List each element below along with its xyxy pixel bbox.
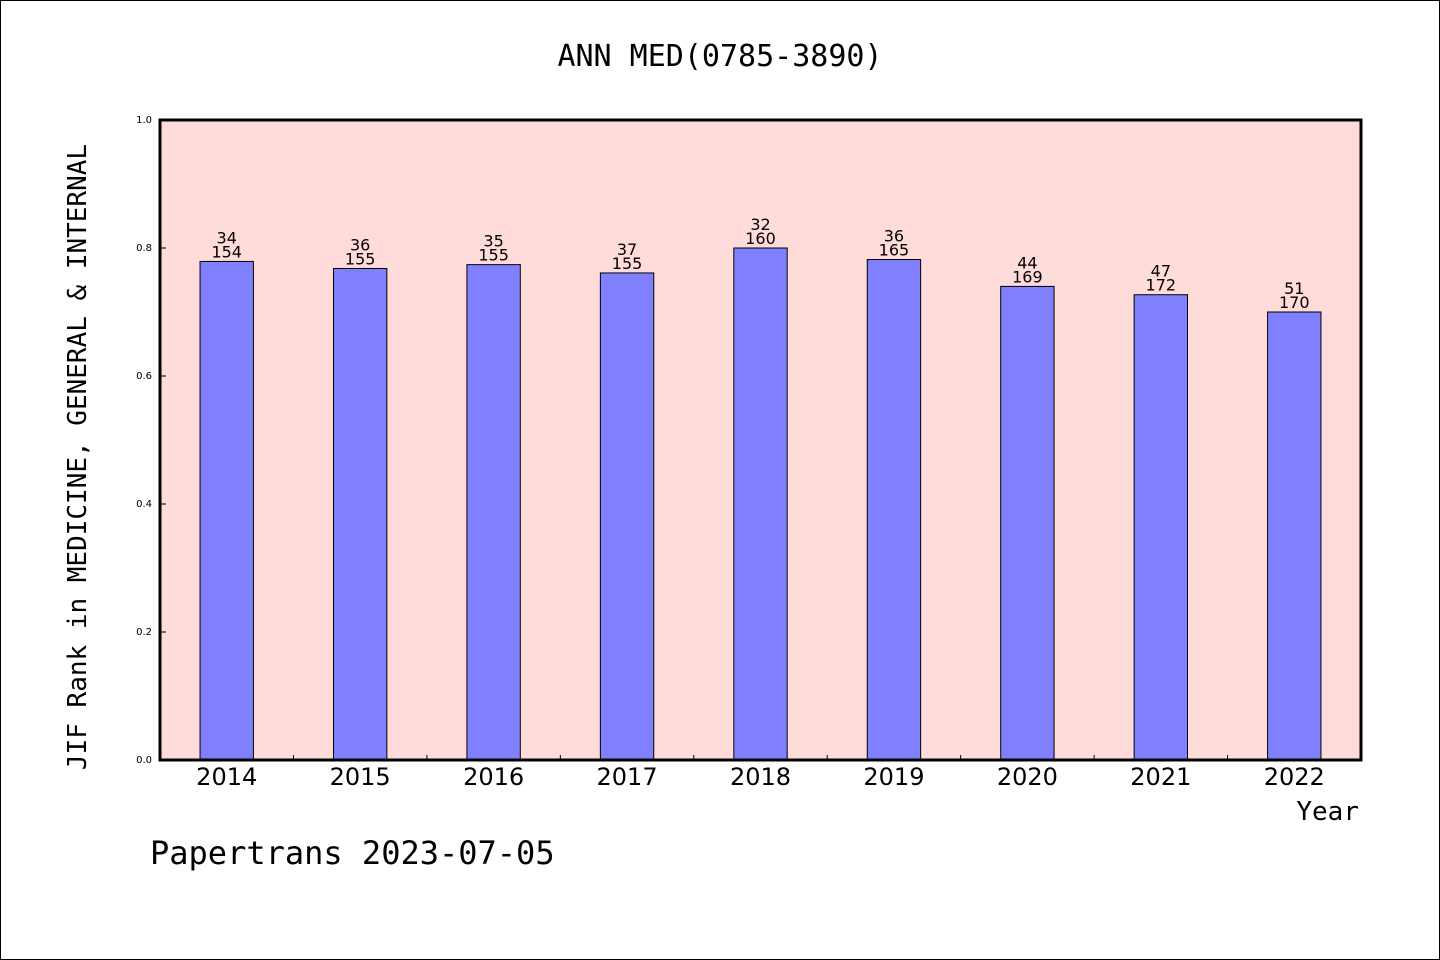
- total-label-2016: 155: [478, 246, 509, 265]
- rank-label-2022: 51: [1284, 279, 1304, 298]
- footer-text: Papertrans 2023-07-05: [150, 834, 555, 872]
- bar-2022: [1267, 311, 1322, 761]
- total-label-2021: 172: [1146, 276, 1177, 295]
- bar-2014: [199, 260, 254, 761]
- x-axis-label: Year: [1296, 797, 1359, 827]
- rank-label-2015: 36: [350, 235, 370, 254]
- y-tick-label-0.8: 0.8: [136, 243, 152, 254]
- total-label-2015: 155: [345, 249, 376, 268]
- y-tick-label-0.4: 0.4: [136, 499, 152, 510]
- bar-2015: [332, 267, 388, 761]
- total-label-2020: 169: [1012, 267, 1043, 286]
- x-tick-label-2021: 2021: [1130, 763, 1191, 791]
- y-tick-label-0.0: 0.0: [136, 755, 152, 766]
- total-label-2022: 170: [1279, 293, 1310, 312]
- chart-title: ANN MED(0785-3890): [557, 39, 882, 74]
- x-tick-label-2016: 2016: [463, 763, 524, 791]
- x-tick-label-2018: 2018: [730, 763, 791, 791]
- x-tick-label-2019: 2019: [863, 763, 924, 791]
- total-label-2019: 165: [879, 241, 910, 260]
- rank-label-2020: 44: [1017, 253, 1037, 272]
- x-tick-label-2022: 2022: [1264, 763, 1325, 791]
- x-tick-label-2020: 2020: [997, 763, 1058, 791]
- total-label-2017: 155: [612, 254, 643, 273]
- x-tick-label-2014: 2014: [196, 763, 257, 791]
- rank-label-2014: 34: [217, 228, 237, 247]
- y-tick-label-0.6: 0.6: [136, 371, 152, 382]
- y-tick-label-0.2: 0.2: [136, 627, 152, 638]
- total-label-2018: 160: [745, 229, 776, 248]
- x-tick-label-2015: 2015: [330, 763, 391, 791]
- plot-border: [158, 118, 1363, 762]
- y-tick-label-1.0: 1.0: [136, 115, 152, 126]
- rank-label-2021: 47: [1151, 262, 1171, 281]
- rank-label-2019: 36: [884, 227, 904, 246]
- bar-2016: [466, 264, 521, 761]
- bar-2019: [866, 259, 922, 761]
- rank-label-2018: 32: [750, 215, 770, 234]
- x-axis: 2014 2015 2016 2017 2018 2019 2020 2021 2022: [196, 755, 1325, 791]
- bar-2020: [1000, 285, 1055, 761]
- bar-2021: [1133, 294, 1189, 761]
- bar-2017: [599, 272, 655, 761]
- total-label-2014: 154: [211, 242, 242, 261]
- rank-label-2017: 37: [617, 240, 637, 259]
- bar-2018: [733, 247, 788, 761]
- rank-label-2016: 35: [483, 232, 503, 251]
- x-tick-label-2017: 2017: [597, 763, 658, 791]
- y-axis-label: JIF Rank in MEDICINE, GENERAL & INTERNAL: [63, 144, 93, 770]
